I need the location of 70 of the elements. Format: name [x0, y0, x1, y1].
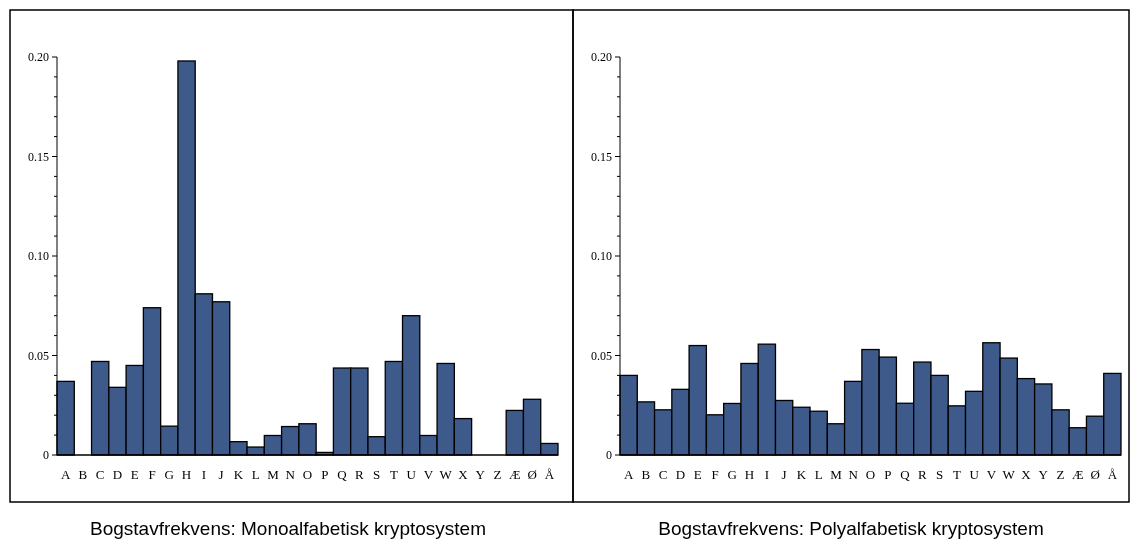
x-tick-label: Q [900, 467, 911, 482]
y-tick-label: 0.10 [591, 249, 612, 264]
x-tick-label: I [201, 467, 207, 482]
x-tick-label: S [372, 467, 381, 482]
y-tick-label: 0.20 [28, 50, 49, 65]
x-tick-label: J [781, 467, 787, 482]
x-tick-label: H [744, 467, 755, 482]
x-tick-label: M [267, 467, 280, 482]
x-tick-label: V [986, 467, 997, 482]
x-tick-label: Z [493, 467, 502, 482]
y-tick-label: 0.05 [591, 348, 612, 363]
x-tick-label: W [439, 467, 453, 482]
x-tick-label: M [830, 467, 843, 482]
x-tick-label: I [764, 467, 770, 482]
x-tick-label: Æ [509, 467, 521, 482]
x-tick-label: X [458, 467, 469, 482]
x-tick-label: Y [1038, 467, 1049, 482]
x-tick-label: L [251, 467, 260, 482]
x-tick-label: P [321, 467, 329, 482]
x-tick-label: U [406, 467, 417, 482]
x-tick-label: T [389, 467, 398, 482]
x-tick-label: L [814, 467, 823, 482]
x-tick-label: G [727, 467, 737, 482]
x-tick-label: X [1021, 467, 1032, 482]
x-tick-label: O [865, 467, 876, 482]
x-tick-label: Æ [1072, 467, 1084, 482]
x-tick-label: E [693, 467, 702, 482]
x-tick-label: Å [1107, 467, 1118, 482]
y-tick-label: 0.20 [591, 50, 612, 65]
x-tick-label: S [935, 467, 944, 482]
x-tick-label: C [95, 467, 105, 482]
y-tick-label: 0.10 [28, 249, 49, 264]
x-tick-label: E [130, 467, 139, 482]
y-tick-label: 0 [606, 448, 612, 463]
x-tick-label: Ø [527, 467, 537, 482]
x-tick-label: Q [337, 467, 348, 482]
x-tick-label: V [423, 467, 434, 482]
x-tick-label: A [60, 467, 71, 482]
x-tick-label: T [952, 467, 961, 482]
x-tick-label: A [623, 467, 634, 482]
y-tick-label: 0.15 [591, 149, 612, 164]
x-tick-label: U [969, 467, 980, 482]
x-tick-label: Z [1056, 467, 1065, 482]
y-tick-label: 0.15 [28, 149, 49, 164]
x-tick-label: G [164, 467, 174, 482]
x-tick-label: R [354, 467, 364, 482]
x-tick-label: P [884, 467, 892, 482]
x-tick-label: H [181, 467, 192, 482]
x-tick-label: F [711, 467, 719, 482]
x-tick-label: O [302, 467, 313, 482]
x-tick-label: D [675, 467, 686, 482]
x-tick-label: B [78, 467, 88, 482]
x-tick-label: K [796, 467, 807, 482]
x-tick-label: K [233, 467, 244, 482]
x-tick-label: Å [544, 467, 555, 482]
x-tick-label: N [285, 467, 296, 482]
x-tick-label: Y [475, 467, 486, 482]
x-tick-label: W [1002, 467, 1016, 482]
x-tick-label: R [917, 467, 927, 482]
text: Bogstavfrekvens: Monoalfabetisk kryptosystem [89, 518, 487, 539]
y-tick-label: 0.05 [28, 348, 49, 363]
x-tick-label: B [641, 467, 651, 482]
x-tick-label: N [848, 467, 859, 482]
text: Bogstavfrekvens: Polyalfabetisk kryptosystem [658, 518, 1044, 539]
y-tick-label: 0 [43, 448, 49, 463]
x-tick-label: C [658, 467, 668, 482]
x-tick-label: J [218, 467, 224, 482]
x-tick-label: Ø [1090, 467, 1100, 482]
x-tick-label: D [112, 467, 123, 482]
x-tick-label: F [148, 467, 156, 482]
